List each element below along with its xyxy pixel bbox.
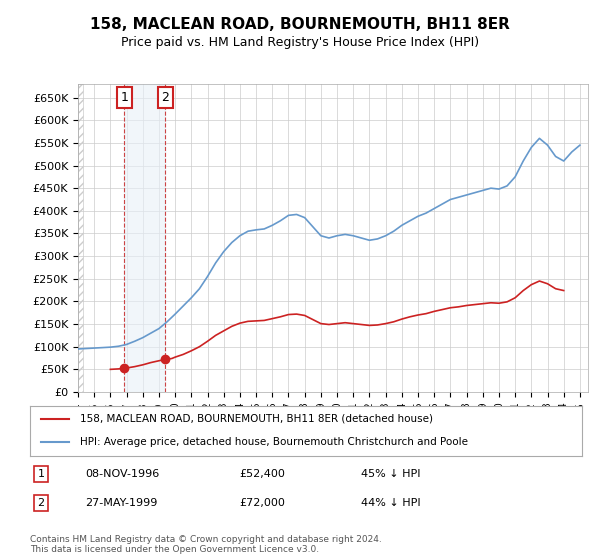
Text: 2: 2 <box>161 91 169 104</box>
Text: 08-NOV-1996: 08-NOV-1996 <box>85 469 160 479</box>
Text: 158, MACLEAN ROAD, BOURNEMOUTH, BH11 8ER: 158, MACLEAN ROAD, BOURNEMOUTH, BH11 8ER <box>90 17 510 32</box>
Text: 45% ↓ HPI: 45% ↓ HPI <box>361 469 421 479</box>
Bar <box>124 84 166 392</box>
Text: £52,400: £52,400 <box>240 469 286 479</box>
Text: HPI: Average price, detached house, Bournemouth Christchurch and Poole: HPI: Average price, detached house, Bour… <box>80 437 467 447</box>
Text: £72,000: £72,000 <box>240 498 286 508</box>
Text: 158, MACLEAN ROAD, BOURNEMOUTH, BH11 8ER (detached house): 158, MACLEAN ROAD, BOURNEMOUTH, BH11 8ER… <box>80 414 433 423</box>
Text: 1: 1 <box>38 469 44 479</box>
Text: Contains HM Land Registry data © Crown copyright and database right 2024.
This d: Contains HM Land Registry data © Crown c… <box>30 535 382 554</box>
Text: 27-MAY-1999: 27-MAY-1999 <box>85 498 158 508</box>
Text: 44% ↓ HPI: 44% ↓ HPI <box>361 498 421 508</box>
Text: Price paid vs. HM Land Registry's House Price Index (HPI): Price paid vs. HM Land Registry's House … <box>121 36 479 49</box>
Text: 2: 2 <box>37 498 44 508</box>
Text: 1: 1 <box>121 91 128 104</box>
